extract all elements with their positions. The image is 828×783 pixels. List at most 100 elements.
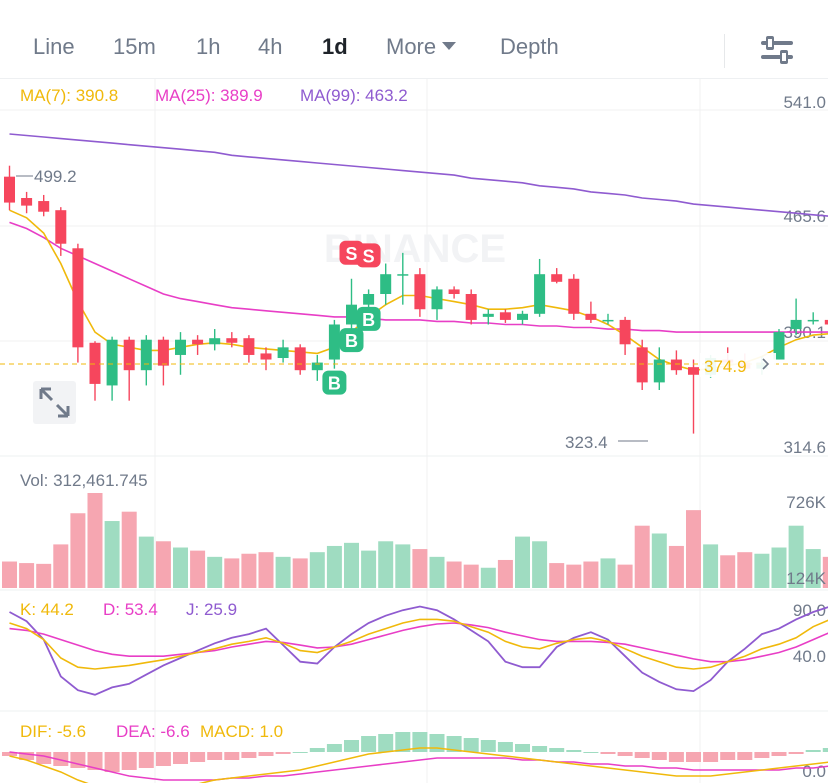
price-axis-label: 465.6 [783,207,826,226]
candle-body [363,294,375,305]
candle-body [790,319,802,330]
volume-bar [737,552,753,588]
volume-bar [497,559,513,588]
kline-chart[interactable]: BINANCE 541.0 465.6 390.1 314.6 MA(7): 3… [0,79,828,783]
ma25-line [9,221,828,333]
tab-1h[interactable]: 1h [196,34,221,59]
candle-body [653,359,665,383]
candle-body [619,319,631,345]
volume-bar [292,558,308,588]
candle-body [517,313,528,320]
candle [431,286,443,320]
candle-body [21,198,33,206]
tab-1d[interactable]: 1d [322,34,348,59]
volume-bar [173,547,188,588]
macd-histogram-bar [2,752,17,756]
tab-more[interactable]: More [386,34,457,60]
macd-histogram-bar [480,740,496,752]
macd-histogram-bar [805,750,821,752]
macd-histogram-bar [378,734,394,752]
caret-down-icon [442,42,457,51]
candle-body [602,319,614,322]
candle [38,194,50,217]
candle [790,298,802,336]
macd-histogram-bar [155,752,171,766]
macd-histogram-bar [532,746,548,752]
macd-histogram-bar [87,752,103,770]
candle-body [175,339,186,355]
candle-body [140,339,152,371]
candle-body [773,332,785,360]
macd-histogram-and-lines [2,732,828,783]
macd-histogram-bar [173,752,188,764]
candle-body [534,274,546,314]
ma99-legend: MA(99): 463.2 [300,86,408,105]
candle [209,329,221,351]
candle-body [38,201,50,212]
candle [517,310,528,325]
macd-histogram-bar [703,752,719,762]
candle-body [89,342,101,384]
expand-icon[interactable] [33,381,76,424]
macd-histogram-bar [138,752,154,768]
buy-marker [339,328,364,353]
volume-legend: Vol: 312,461.745 [20,471,148,490]
candle-body [106,339,118,386]
buy-marker-label: B [362,310,375,330]
high-price-label: 499.2 [34,167,77,186]
candle-body [72,248,84,348]
candle [670,350,682,375]
volume-bar [549,563,565,588]
candle [243,335,255,363]
volume-bar [121,511,137,588]
candle [21,191,33,214]
kdj-axis-label: 90.0 [793,601,826,620]
candle [534,258,546,317]
tab-line[interactable]: Line [33,34,75,59]
macd-histogram-bar [190,752,206,762]
macd-histogram-bar [224,752,240,760]
ma99-line [9,133,828,217]
candle [72,243,84,363]
macd-histogram-bar [70,752,86,768]
candle-body [499,312,511,320]
tab-15m[interactable]: 15m [113,34,156,59]
candle-body [397,274,409,276]
sliders-icon[interactable] [758,34,796,66]
macd-histogram-bar [121,752,137,770]
kdj-k-line [9,618,828,670]
candle-body [123,339,135,371]
macd-histogram-bar [275,752,291,754]
volume-bar [241,553,257,588]
volume-bar [566,564,582,588]
macd-histogram-bar [344,740,359,752]
volume-bar [224,558,240,588]
chevron-right-icon [762,358,770,370]
candle-body [294,347,306,371]
kdj-lines [9,605,828,696]
candle [482,309,494,325]
candle [585,301,597,323]
candle [397,252,409,305]
tab-divider [724,34,725,68]
macd-histogram-bar [686,752,701,762]
macd-histogram-bar [36,752,52,764]
tab-4h[interactable]: 4h [258,34,283,59]
volume-bar [429,556,445,588]
candle [123,336,135,401]
candle-body [448,289,460,295]
tab-depth[interactable]: Depth [500,34,559,59]
last-price-tag[interactable] [700,353,776,377]
candle-body [157,339,169,366]
volume-bar [771,547,787,588]
buy-marker [356,306,381,331]
volume-bar [600,558,616,588]
candle-body [431,289,443,310]
macd-histogram-bar [309,748,325,752]
candle-body [482,313,494,317]
candle [824,319,828,325]
candle-body [192,339,204,345]
volume-bar [634,525,650,588]
last-price-label: 374.9 [704,357,747,376]
candle [277,339,289,363]
